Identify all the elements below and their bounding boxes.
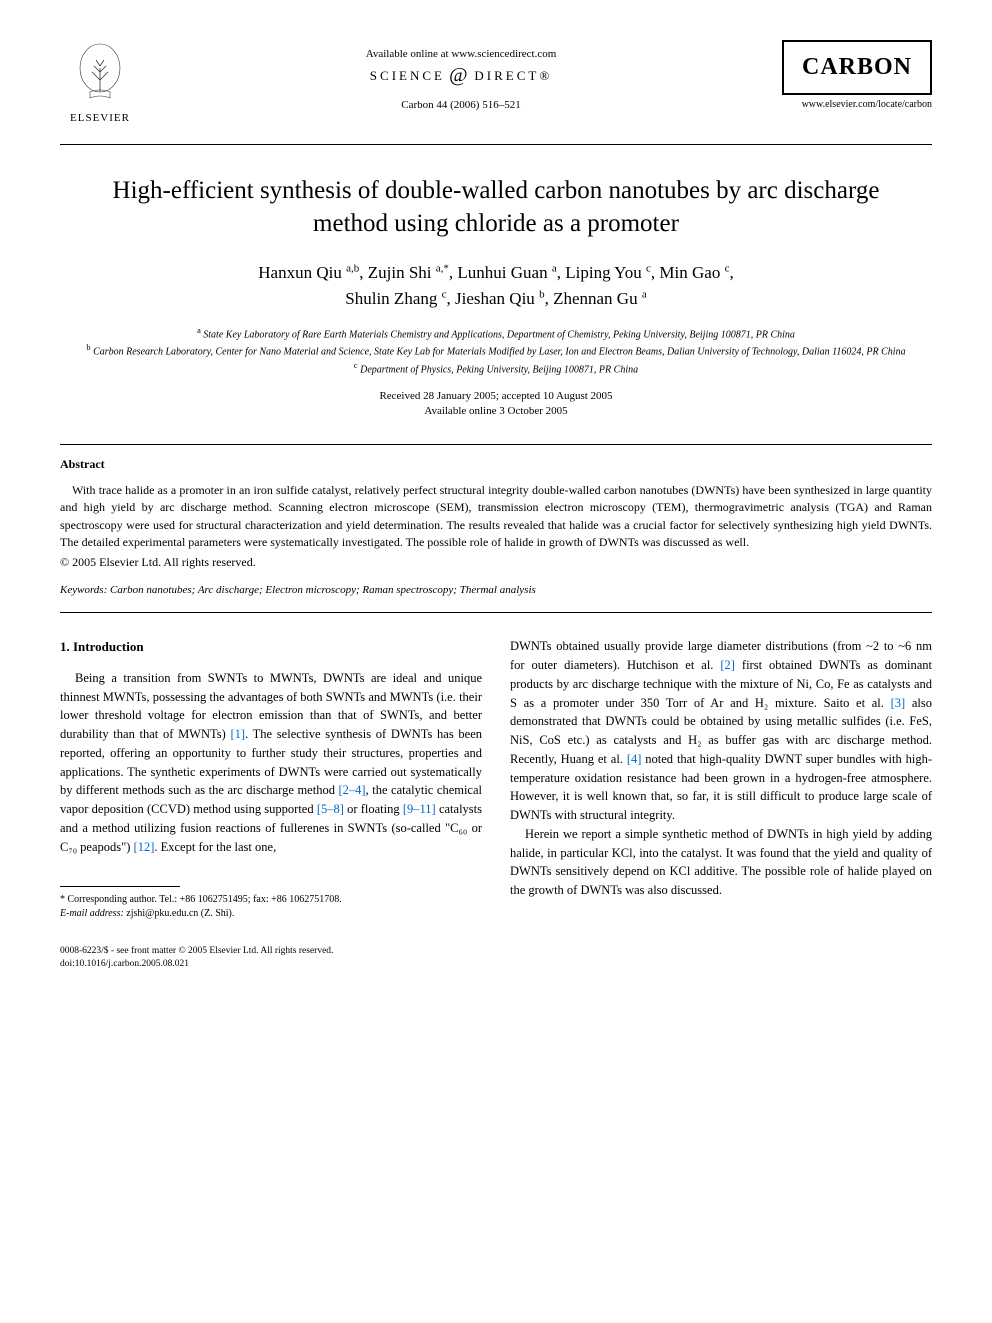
online-date: Available online 3 October 2005 [60,404,932,419]
ref-12-link[interactable]: [12] [134,840,155,854]
page-footer: 0008-6223/$ - see front matter © 2005 El… [60,945,932,970]
keywords-text: Carbon nanotubes; Arc discharge; Electro… [110,584,536,596]
affiliation-b: Carbon Research Laboratory, Center for N… [93,347,906,358]
keywords-line: Keywords: Carbon nanotubes; Arc discharg… [60,584,932,596]
carbon-title: CARBON [800,54,914,81]
ref-1-link[interactable]: [1] [231,727,246,741]
article-title: High-efficient synthesis of double-walle… [100,175,892,240]
authors-line: Hanxun Qiu a,b, Zujin Shi a,*, Lunhui Gu… [60,260,932,311]
elsevier-label: ELSEVIER [70,112,130,124]
science-label-left: SCIENCE [370,68,445,84]
corresponding-email[interactable]: zjshi@pku.edu.cn [126,908,198,919]
affiliation-a: State Key Laboratory of Rare Earth Mater… [203,329,795,340]
elsevier-tree-icon [70,40,130,110]
email-suffix: (Z. Shi). [201,908,235,919]
journal-reference: Carbon 44 (2006) 516–521 [140,99,782,111]
ref-5-8-link[interactable]: [5–8] [317,802,344,816]
received-accepted-date: Received 28 January 2005; accepted 10 Au… [60,389,932,404]
body-columns: 1. Introduction Being a transition from … [60,637,932,921]
abstract-bottom-divider [60,612,932,613]
journal-url: www.elsevier.com/locate/carbon [782,99,932,110]
keywords-label: Keywords: [60,584,107,596]
footer-doi: doi:10.1016/j.carbon.2005.08.021 [60,958,932,970]
elsevier-logo: ELSEVIER [60,40,140,124]
ref-2-4-link[interactable]: [2–4] [338,783,365,797]
article-dates: Received 28 January 2005; accepted 10 Au… [60,389,932,420]
intro-para-1: Being a transition from SWNTs to MWNTs, … [60,669,482,857]
affiliations: a State Key Laboratory of Rare Earth Mat… [60,325,932,377]
intro-para-2: Herein we report a simple synthetic meth… [510,825,932,900]
available-online-text: Available online at www.sciencedirect.co… [140,48,782,60]
right-column: DWNTs obtained usually provide large dia… [510,637,932,921]
ref-4-link[interactable]: [4] [627,752,642,766]
ref-3-link[interactable]: [3] [891,696,906,710]
center-header: Available online at www.sciencedirect.co… [140,40,782,111]
journal-header: ELSEVIER Available online at www.science… [60,40,932,124]
ref-2-link[interactable]: [2] [720,658,735,672]
abstract-heading: Abstract [60,457,932,472]
email-label: E-mail address: [60,908,124,919]
science-label-right: DIRECT® [474,68,552,84]
journal-brand-column: CARBON www.elsevier.com/locate/carbon [782,40,932,110]
ref-9-11-link[interactable]: [9–11] [403,802,436,816]
header-divider [60,144,932,145]
corresponding-author-footnote: * Corresponding author. Tel.: +86 106275… [60,893,482,921]
footer-copyright: 0008-6223/$ - see front matter © 2005 El… [60,945,932,957]
science-direct-logo: SCIENCE @ DIRECT® [140,64,782,87]
science-direct-swirl-icon: @ [449,64,470,87]
footnote-divider [60,886,180,887]
abstract-top-divider [60,444,932,445]
abstract-copyright: © 2005 Elsevier Ltd. All rights reserved… [60,555,932,570]
left-column: 1. Introduction Being a transition from … [60,637,482,921]
affiliation-c: Department of Physics, Peking University… [360,364,638,375]
abstract-text: With trace halide as a promoter in an ir… [60,482,932,552]
intro-para-1-continued: DWNTs obtained usually provide large dia… [510,637,932,825]
corresponding-author-line: * Corresponding author. Tel.: +86 106275… [60,893,482,907]
section-1-heading: 1. Introduction [60,637,482,657]
carbon-journal-box: CARBON [782,40,932,95]
